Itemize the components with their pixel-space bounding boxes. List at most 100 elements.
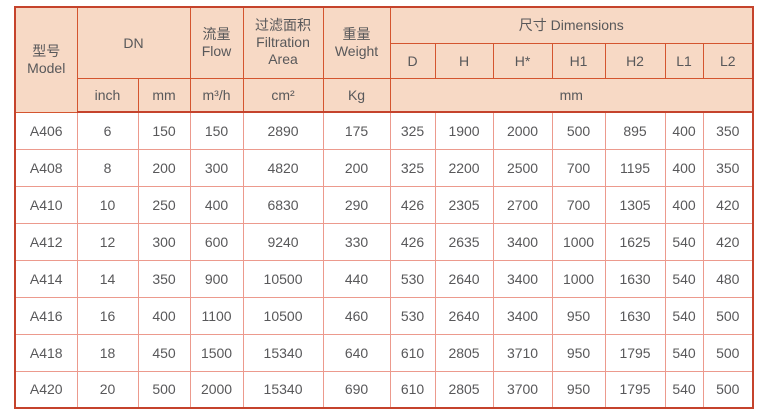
header-row-2: D H H* H1 H2 L1 L2 bbox=[15, 42, 754, 79]
value-cell: 500 bbox=[702, 296, 754, 335]
value-cell: 1100 bbox=[189, 296, 244, 335]
flow-label-zh: 流量 bbox=[202, 25, 231, 42]
value-cell: 540 bbox=[664, 222, 704, 261]
value-cell: 2640 bbox=[434, 296, 494, 335]
value-cell: 540 bbox=[664, 296, 704, 335]
value-cell: 530 bbox=[389, 296, 436, 335]
unit-flow: m³/h bbox=[189, 77, 244, 113]
value-cell: 690 bbox=[322, 370, 391, 409]
dim-col-header-l2: L2 bbox=[702, 42, 754, 79]
value-cell: 10 bbox=[76, 185, 139, 224]
value-cell: 4820 bbox=[242, 148, 324, 187]
header-row-units: inch mm m³/h cm² Kg mm bbox=[15, 77, 754, 113]
value-cell: 1305 bbox=[604, 185, 666, 224]
value-cell: 2000 bbox=[189, 370, 244, 409]
value-cell: 400 bbox=[664, 111, 704, 150]
value-cell: 1630 bbox=[604, 296, 666, 335]
model-cell: A408 bbox=[14, 148, 78, 187]
value-cell: 3700 bbox=[492, 370, 553, 409]
value-cell: 400 bbox=[664, 185, 704, 224]
value-cell: 500 bbox=[137, 370, 191, 409]
dim-col-header-h: H bbox=[434, 42, 494, 79]
model-cell: A412 bbox=[14, 222, 78, 261]
value-cell: 2500 bbox=[492, 148, 553, 187]
weight-column-header: 重量 Weight bbox=[322, 6, 391, 79]
value-cell: 500 bbox=[551, 111, 606, 150]
dn-column-header: DN bbox=[76, 6, 191, 79]
value-cell: 350 bbox=[137, 259, 191, 298]
weight-label-zh: 重量 bbox=[342, 25, 371, 42]
value-cell: 325 bbox=[389, 111, 436, 150]
unit-weight: Kg bbox=[322, 77, 391, 113]
value-cell: 700 bbox=[551, 185, 606, 224]
unit-area: cm² bbox=[242, 77, 324, 113]
value-cell: 325 bbox=[389, 148, 436, 187]
value-cell: 1000 bbox=[551, 222, 606, 261]
filtration-area-column-header: 过滤面积 Filtration Area bbox=[242, 6, 324, 79]
table-header: 型号 Model DN 流量 Flow 过滤面积 Filtration Area… bbox=[14, 6, 754, 113]
value-cell: 1630 bbox=[604, 259, 666, 298]
value-cell: 610 bbox=[389, 370, 436, 409]
value-cell: 1625 bbox=[604, 222, 666, 261]
value-cell: 3400 bbox=[492, 222, 553, 261]
model-cell: A418 bbox=[14, 333, 78, 372]
value-cell: 950 bbox=[551, 296, 606, 335]
weight-label-en: Weight bbox=[334, 42, 379, 59]
value-cell: 150 bbox=[137, 111, 191, 150]
flow-label-en: Flow bbox=[201, 42, 232, 59]
value-cell: 1195 bbox=[604, 148, 666, 187]
value-cell: 2805 bbox=[434, 333, 494, 372]
dim-col-header-hstar: H* bbox=[492, 42, 553, 79]
value-cell: 2805 bbox=[434, 370, 494, 409]
table-row: A420 20 500 2000 15340 690 610 2805 3700 950 1795 5… bbox=[14, 370, 754, 409]
value-cell: 290 bbox=[322, 185, 391, 224]
filtration-label-en1: Filtration bbox=[256, 34, 310, 51]
value-cell: 6830 bbox=[242, 185, 324, 224]
value-cell: 12 bbox=[76, 222, 139, 261]
model-cell: A406 bbox=[14, 111, 78, 150]
value-cell: 2305 bbox=[434, 185, 494, 224]
filtration-label-en2: Area bbox=[268, 51, 298, 68]
value-cell: 400 bbox=[189, 185, 244, 224]
table-row: A414 14 350 900 10500 440 530 2640 3400 1000 1630 5… bbox=[14, 259, 754, 298]
value-cell: 426 bbox=[389, 185, 436, 224]
value-cell: 15340 bbox=[242, 333, 324, 372]
value-cell: 1795 bbox=[604, 370, 666, 409]
value-cell: 2200 bbox=[434, 148, 494, 187]
dim-col-header-h2: H2 bbox=[604, 42, 666, 79]
filtration-label-zh: 过滤面积 bbox=[255, 17, 312, 34]
model-cell: A410 bbox=[14, 185, 78, 224]
value-cell: 2635 bbox=[434, 222, 494, 261]
dim-col-header-d: D bbox=[389, 42, 436, 79]
value-cell: 400 bbox=[137, 296, 191, 335]
model-label-zh: 型号 bbox=[32, 42, 61, 59]
value-cell: 300 bbox=[189, 148, 244, 187]
value-cell: 15340 bbox=[242, 370, 324, 409]
value-cell: 10500 bbox=[242, 259, 324, 298]
value-cell: 540 bbox=[664, 370, 704, 409]
value-cell: 3710 bbox=[492, 333, 553, 372]
model-label-en: Model bbox=[27, 59, 66, 76]
table-row: A416 16 400 1100 10500 460 530 2640 3400 950 1630 5… bbox=[14, 296, 754, 335]
value-cell: 2000 bbox=[492, 111, 553, 150]
value-cell: 350 bbox=[702, 148, 754, 187]
value-cell: 640 bbox=[322, 333, 391, 372]
value-cell: 1795 bbox=[604, 333, 666, 372]
table-row: A406 6 150 150 2890 175 325 1900 2000 500 895 400 35… bbox=[14, 111, 754, 150]
value-cell: 480 bbox=[702, 259, 754, 298]
value-cell: 420 bbox=[702, 222, 754, 261]
value-cell: 9240 bbox=[242, 222, 324, 261]
value-cell: 426 bbox=[389, 222, 436, 261]
value-cell: 200 bbox=[322, 148, 391, 187]
value-cell: 2700 bbox=[492, 185, 553, 224]
value-cell: 1000 bbox=[551, 259, 606, 298]
value-cell: 950 bbox=[551, 333, 606, 372]
dim-col-header-h1: H1 bbox=[551, 42, 606, 79]
value-cell: 150 bbox=[189, 111, 244, 150]
value-cell: 400 bbox=[664, 148, 704, 187]
value-cell: 540 bbox=[664, 259, 704, 298]
header-row-1: 型号 Model DN 流量 Flow 过滤面积 Filtration Area… bbox=[14, 6, 754, 113]
model-cell: A414 bbox=[14, 259, 78, 298]
value-cell: 540 bbox=[664, 333, 704, 372]
